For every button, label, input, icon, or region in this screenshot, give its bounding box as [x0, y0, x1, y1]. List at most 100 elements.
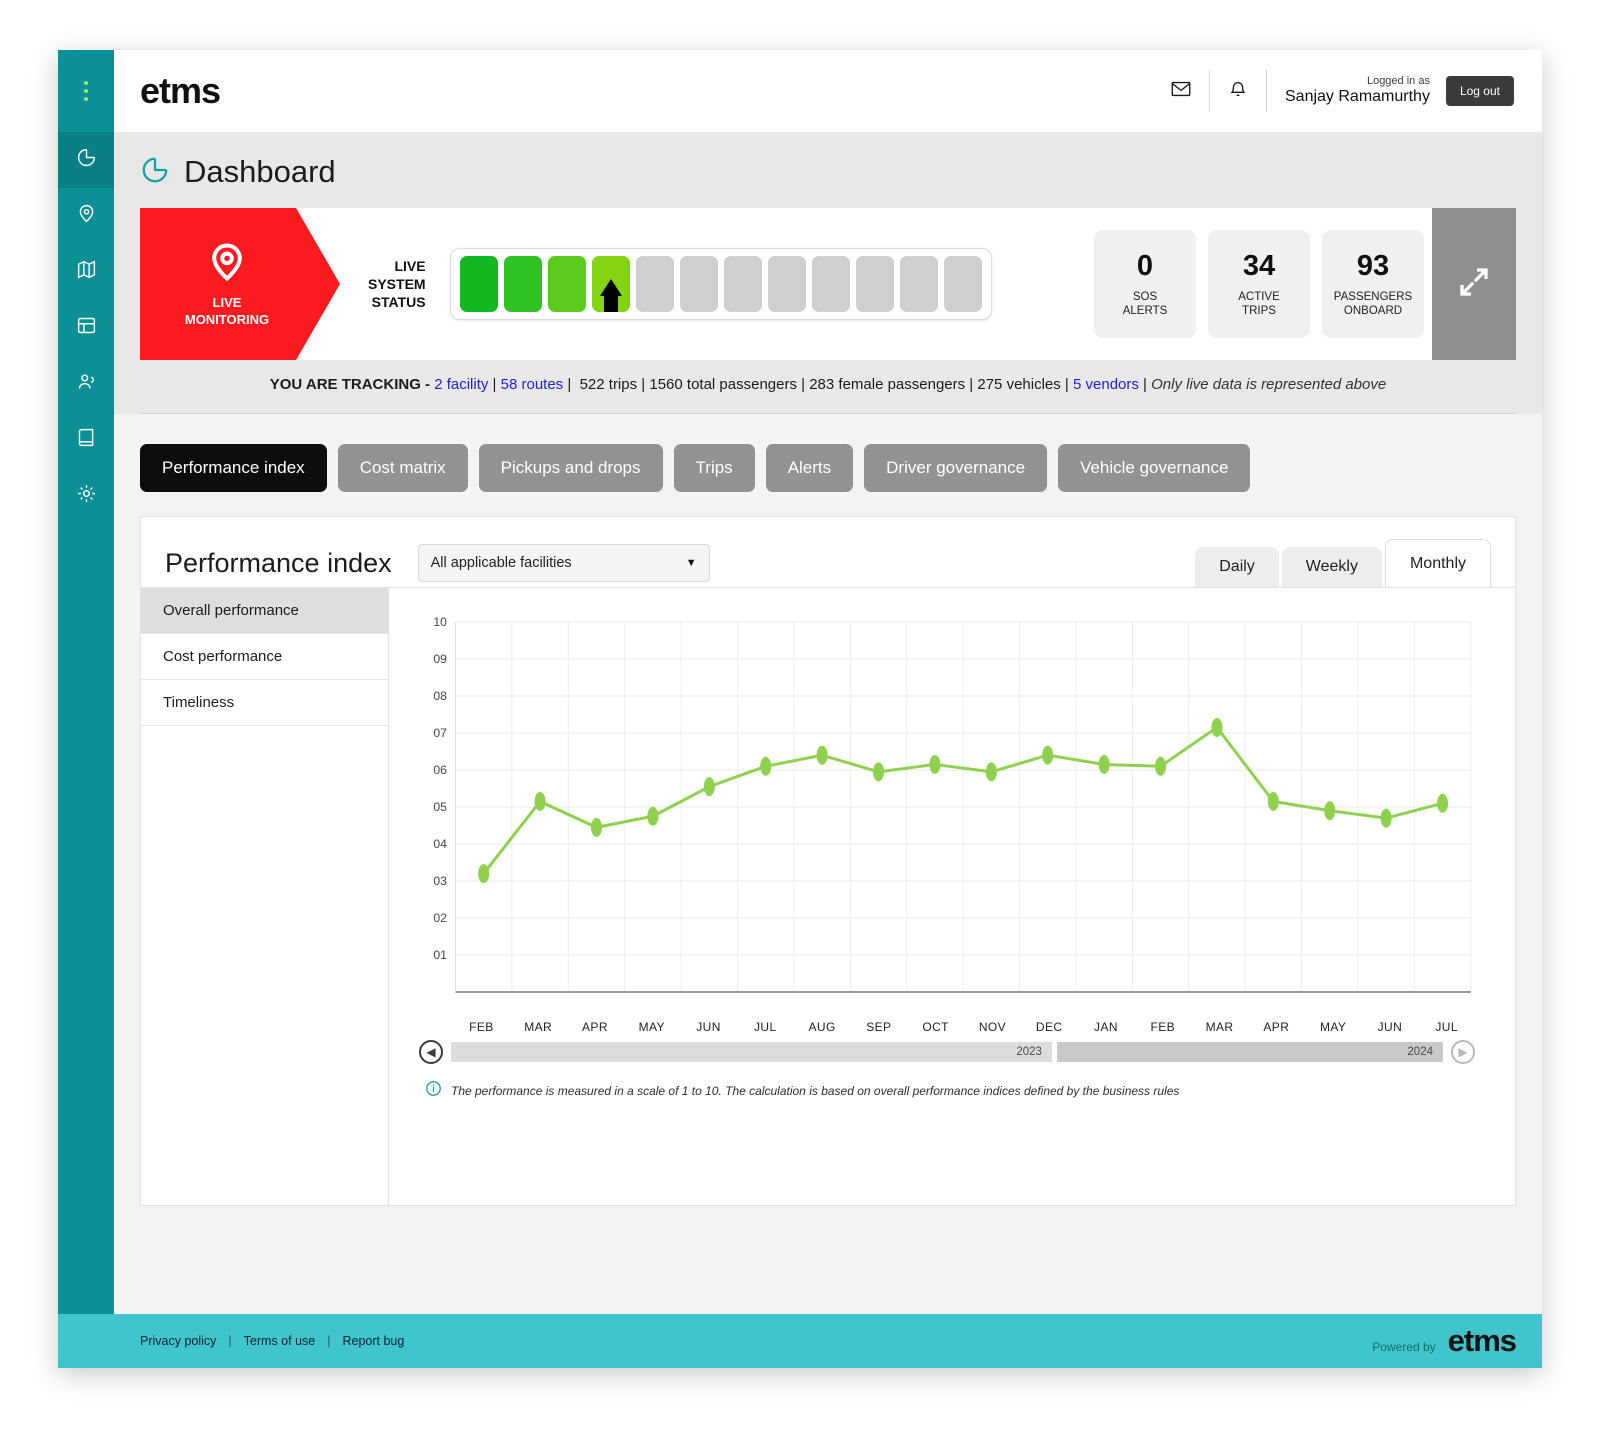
expand-button[interactable]	[1432, 208, 1516, 360]
stat-label: PASSENGERS ONBOARD	[1333, 290, 1413, 317]
tab-driver-governance[interactable]: Driver governance	[864, 444, 1048, 492]
tab-performance-index[interactable]: Performance index	[140, 444, 327, 492]
chart-data-point[interactable]	[1380, 808, 1392, 828]
sublist-item-cost-performance[interactable]: Cost performance	[141, 634, 388, 680]
gear-icon	[76, 483, 97, 509]
chart-data-point[interactable]	[872, 762, 885, 782]
sidebar-item-tracking[interactable]	[58, 188, 114, 244]
app-brand-logo: etms	[140, 70, 221, 111]
chart-data-point[interactable]	[1042, 745, 1054, 765]
y-axis-tick: 01	[433, 948, 447, 962]
tab-trips[interactable]: Trips	[673, 444, 755, 492]
stat-card[interactable]: 0 SOS ALERTS	[1094, 230, 1196, 338]
period-tab-weekly[interactable]: Weekly	[1281, 547, 1382, 587]
rail-spacer	[58, 524, 114, 1314]
live-monitoring-card: LIVE MONITORING LIVE SYSTEM STATUS 0 SOS …	[140, 208, 1516, 360]
footer-link-terms-of-use[interactable]: Terms of use	[243, 1334, 316, 1348]
tab-vehicle-governance[interactable]: Vehicle governance	[1058, 444, 1251, 492]
x-axis-month-label: JAN	[1094, 1020, 1118, 1034]
year-segment[interactable]: 2023	[451, 1042, 1052, 1062]
y-axis-tick: 06	[433, 763, 447, 777]
user-info[interactable]: Logged in as Sanjay Ramamurthy	[1267, 75, 1446, 106]
section-divider	[140, 413, 1516, 414]
chart-data-point[interactable]	[1211, 717, 1223, 737]
chart-data-point[interactable]	[1267, 791, 1279, 811]
chart-data-point[interactable]	[1437, 793, 1449, 813]
chart-data-point[interactable]	[816, 745, 828, 765]
table-icon	[76, 315, 97, 341]
stat-card[interactable]: 34 ACTIVE TRIPS	[1208, 230, 1310, 338]
meter-segment	[723, 256, 762, 312]
sidebar-item-settings[interactable]	[58, 468, 114, 524]
expand-arrows-icon	[1456, 264, 1492, 305]
chart-data-point[interactable]	[478, 864, 490, 884]
footer-separator: |	[327, 1334, 331, 1348]
period-tab-daily[interactable]: Daily	[1195, 547, 1279, 587]
arrow-left-circle-icon[interactable]: ◀	[419, 1040, 443, 1064]
meter-segment	[899, 256, 938, 312]
year-segment[interactable]: 2024	[1056, 1042, 1443, 1062]
y-axis-tick: 10	[433, 615, 447, 629]
tab-alerts[interactable]: Alerts	[765, 444, 854, 492]
tracking-facility-link[interactable]: 2 facility	[434, 376, 489, 393]
rail-menu-button[interactable]	[58, 50, 114, 132]
user-name: Sanjay Ramamurthy	[1285, 88, 1430, 106]
notifications-button[interactable]	[1210, 68, 1266, 114]
tracking-vehicles: 275 vehicles	[977, 376, 1061, 393]
arrow-right-circle-icon[interactable]: ▶	[1451, 1040, 1475, 1064]
facility-select[interactable]: All applicable facilities ▼	[417, 544, 710, 582]
period-tab-group: Daily Weekly Monthly	[1195, 539, 1491, 587]
tracking-routes-link[interactable]: 58 routes	[500, 376, 564, 393]
chart-data-point[interactable]	[1155, 756, 1167, 776]
year-scrollbar[interactable]: 2023 2024	[451, 1042, 1443, 1062]
chart-data-point[interactable]	[760, 756, 772, 776]
tracking-female-passengers: 283 female passengers	[809, 376, 966, 393]
chart-data-point[interactable]	[985, 762, 997, 782]
header-divider-1	[1209, 70, 1210, 112]
x-axis-month-label: MAY	[638, 1020, 665, 1034]
content-area: etms Logged in as Sanjay Ramamurthy	[114, 50, 1542, 1368]
period-tab-monthly[interactable]: Monthly	[1384, 539, 1491, 587]
chart-data-point[interactable]	[1324, 801, 1336, 821]
powered-by-label: Powered by	[1372, 1340, 1436, 1354]
tracking-vendors-link[interactable]: 5 vendors	[1073, 376, 1139, 393]
sidebar-item-reports[interactable]	[58, 412, 114, 468]
x-axis-month-label: JUN	[1377, 1020, 1403, 1034]
chart-data-point[interactable]	[703, 777, 715, 797]
chart-line-series	[484, 727, 1443, 873]
tab-pickups-and-drops[interactable]: Pickups and drops	[478, 444, 663, 492]
logged-in-label: Logged in as	[1366, 75, 1430, 88]
live-monitoring-section: LIVE MONITORING LIVE SYSTEM STATUS 0 SOS …	[114, 208, 1542, 414]
footer-brand-group: Powered by etms	[1372, 1323, 1517, 1359]
sublist-item-timeliness[interactable]: Timeliness	[141, 680, 388, 726]
pie-chart-icon	[76, 147, 97, 173]
sidebar-item-people[interactable]	[58, 356, 114, 412]
x-axis-month-label: JUL	[754, 1020, 777, 1034]
meter-pointer-icon	[599, 279, 622, 312]
x-axis-month-label: DEC	[1035, 1020, 1063, 1034]
stat-value: 34	[1242, 249, 1276, 282]
sidebar-item-dashboard[interactable]	[58, 132, 114, 188]
footer-link-privacy-policy[interactable]: Privacy policy	[140, 1334, 217, 1348]
meter-segment	[855, 256, 894, 312]
footer-link-report-bug[interactable]: Report bug	[342, 1334, 405, 1348]
sidebar-item-grid[interactable]	[58, 300, 114, 356]
sublist-item-overall-performance[interactable]: Overall performance	[141, 588, 388, 634]
y-axis-tick: 09	[433, 652, 447, 666]
chart-data-point[interactable]	[1098, 754, 1110, 774]
book-icon	[76, 427, 97, 453]
chart-data-point[interactable]	[590, 817, 603, 837]
chart-data-point[interactable]	[647, 806, 659, 826]
live-monitoring-badge[interactable]: LIVE MONITORING	[140, 208, 340, 360]
tab-cost-matrix[interactable]: Cost matrix	[337, 444, 468, 492]
page-title: Dashboard	[184, 154, 336, 189]
y-axis-tick: 05	[433, 800, 447, 814]
sidebar-item-maps[interactable]	[58, 244, 114, 300]
messages-button[interactable]	[1153, 68, 1209, 114]
chart-area: 01 02 03 04 05 06 07 08 09 10 FEB MAR APR MAY JUN JUL A…	[389, 588, 1515, 1205]
chart-data-point[interactable]	[929, 754, 941, 774]
logout-button[interactable]: Log out	[1445, 76, 1514, 106]
stat-card[interactable]: 93 PASSENGERS ONBOARD	[1322, 230, 1424, 338]
x-axis-month-label: JUL	[1435, 1020, 1458, 1034]
chart-data-point[interactable]	[534, 791, 546, 811]
